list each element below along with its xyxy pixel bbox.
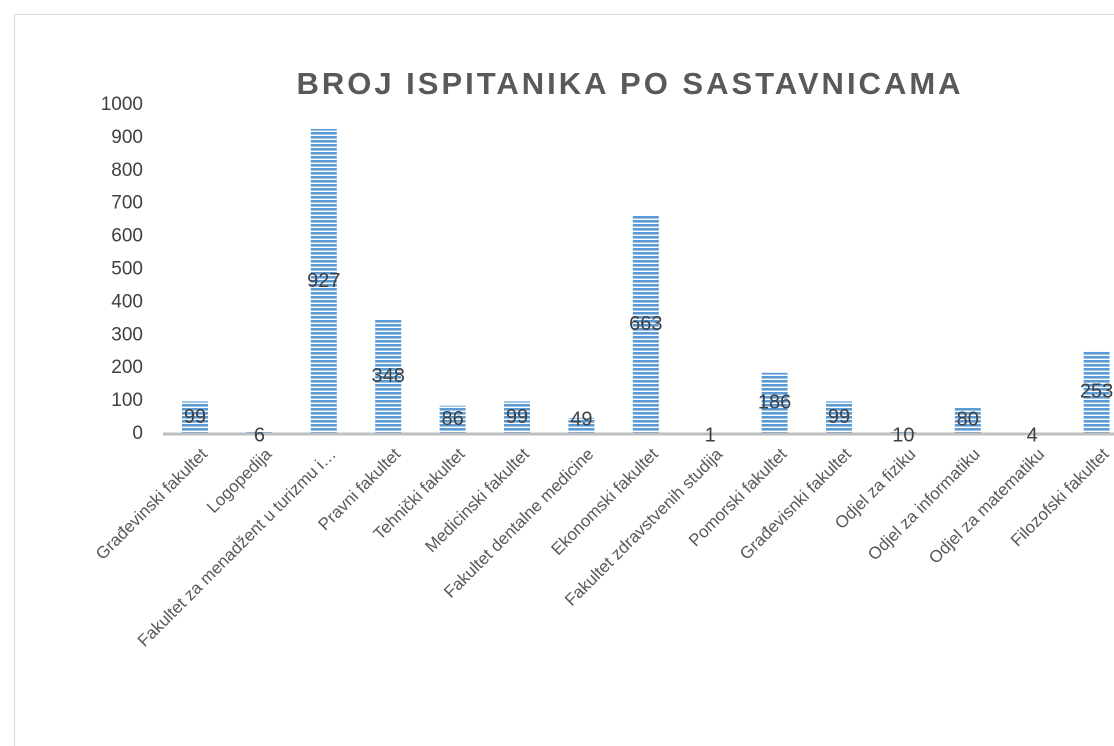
- x-tick-label: Građevinski fakultet: [92, 444, 211, 563]
- data-label: 99: [506, 406, 528, 428]
- bar: [310, 129, 337, 434]
- y-tick-label: 0: [132, 423, 143, 444]
- bar: [890, 430, 917, 434]
- data-label: 348: [372, 365, 405, 387]
- x-tick-label: Odjel za informatiku: [864, 445, 984, 565]
- x-tick-label: Građevisnki fakultet: [736, 444, 855, 563]
- data-label: 49: [570, 408, 592, 430]
- data-label: 99: [828, 406, 850, 428]
- data-label: 10: [892, 424, 914, 446]
- chart-border: [14, 14, 1114, 746]
- x-tick-label: Ekonomski fakultet: [547, 444, 662, 559]
- bar: [375, 319, 402, 434]
- y-tick-label: 600: [111, 226, 143, 247]
- data-label: 663: [629, 313, 662, 335]
- y-tick-label: 800: [111, 160, 143, 181]
- bar: [954, 407, 981, 434]
- data-label: 99: [184, 406, 206, 428]
- y-tick-label: 700: [111, 193, 143, 214]
- data-label: 4: [1027, 424, 1038, 446]
- y-tick-label: 500: [111, 259, 143, 280]
- bar: [761, 372, 788, 434]
- data-label: 6: [254, 424, 265, 446]
- data-label: 80: [957, 408, 979, 430]
- bar: [826, 401, 852, 434]
- bar: [1083, 350, 1110, 434]
- bar: [568, 417, 595, 434]
- y-tick-label: 900: [111, 127, 143, 148]
- data-label: 927: [307, 270, 340, 292]
- bar: [439, 405, 466, 434]
- chart-title: BROJ ISPITANIKA PO SASTAVNICAMA: [296, 66, 963, 101]
- y-tick-label: 1000: [101, 94, 143, 115]
- y-tick-label: 100: [111, 390, 143, 411]
- y-tick-label: 400: [111, 291, 143, 312]
- x-tick-label: Odjel za matematiku: [925, 445, 1048, 568]
- data-label: 1: [705, 424, 716, 446]
- bar: [632, 215, 659, 434]
- data-label: 186: [758, 392, 791, 414]
- y-tick-label: 200: [111, 357, 143, 378]
- y-tick-label: 300: [111, 324, 143, 345]
- data-label: 253: [1080, 381, 1113, 403]
- bar: [504, 401, 530, 434]
- data-label: 86: [441, 408, 463, 430]
- bar: [182, 401, 208, 434]
